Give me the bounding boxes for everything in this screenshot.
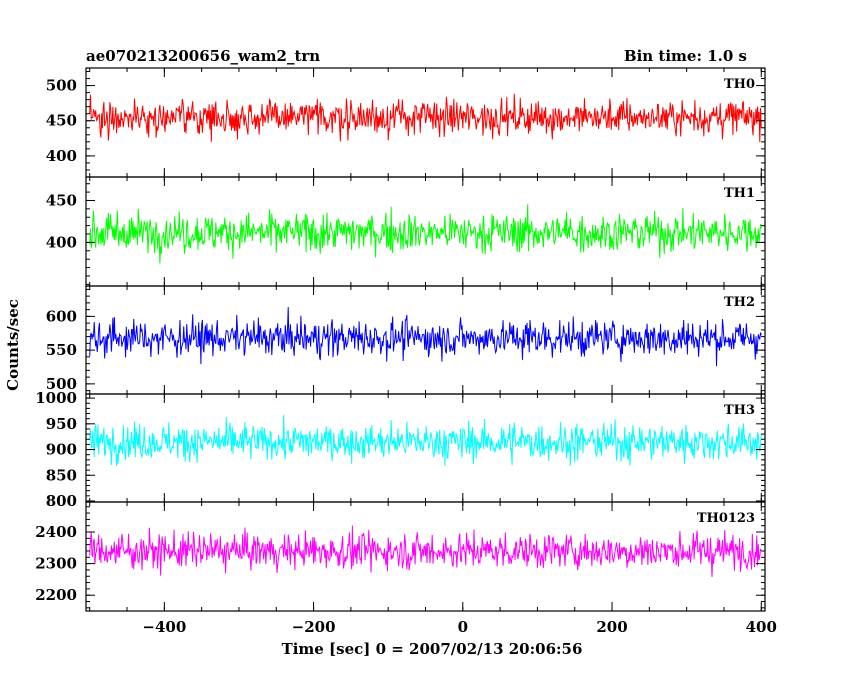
y-tick-label: 400 — [46, 147, 77, 165]
y-tick-label: 400 — [46, 233, 77, 251]
y-tick-label: 1000 — [35, 389, 77, 407]
y-tick-label: 500 — [46, 375, 77, 393]
y-tick-label: 950 — [46, 415, 77, 433]
y-tick-label: 900 — [46, 441, 77, 459]
y-tick-label: 500 — [46, 77, 77, 95]
panel-label-th3: TH3 — [724, 403, 755, 418]
panel-label-th0123: TH0123 — [697, 511, 755, 526]
series-line-th1 — [89, 204, 762, 264]
series-line-th0 — [89, 93, 762, 143]
y-tick-label: 450 — [46, 112, 77, 130]
bin-time-label: Bin time: 1.0 s — [624, 47, 747, 65]
y-tick-label: 600 — [46, 307, 77, 325]
series-line-th3 — [89, 414, 762, 467]
x-tick-label: −200 — [292, 618, 336, 636]
x-tick-label: 400 — [746, 618, 777, 636]
y-tick-label: 2400 — [35, 523, 77, 541]
series-line-th2 — [89, 307, 762, 367]
y-tick-label: 850 — [46, 466, 77, 484]
y-tick-label: 450 — [46, 191, 77, 209]
panels-group: TH0 400 450 500 TH1 400 450 TH2 500 550 600 TH3 800 8… — [35, 67, 777, 636]
panel-label-th0: TH0 — [724, 77, 755, 92]
chart-title: ae070213200656_wam2_trn — [86, 47, 320, 65]
panel-frame-th0123 — [85, 501, 766, 612]
y-tick-label: 2200 — [35, 586, 77, 604]
y-tick-label: 2300 — [35, 555, 77, 573]
y-tick-label: 550 — [46, 341, 77, 359]
panel-label-th1: TH1 — [724, 186, 755, 201]
y-axis-title: Counts/sec — [4, 299, 22, 391]
x-tick-label: 0 — [458, 618, 468, 636]
panel-label-th2: TH2 — [724, 295, 755, 310]
x-tick-label: 200 — [596, 618, 627, 636]
series-line-th0123 — [89, 525, 762, 577]
x-tick-label: −400 — [142, 618, 186, 636]
x-axis-title: Time [sec] 0 = 2007/02/13 20:06:56 — [282, 640, 583, 658]
y-tick-label: 800 — [46, 492, 77, 510]
